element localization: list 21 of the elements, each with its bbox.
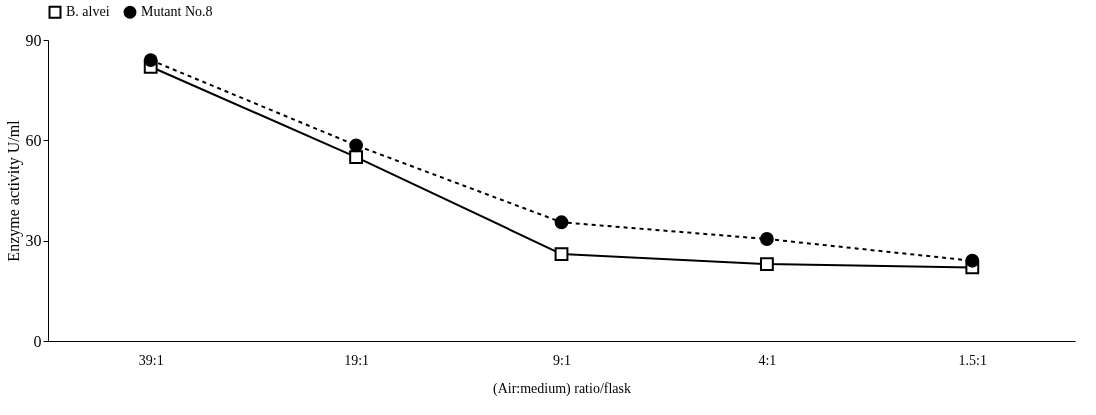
point bbox=[349, 138, 364, 153]
y-tick-label: 60 bbox=[25, 131, 42, 149]
y-axis-title: Enzyme activity U/ml bbox=[4, 119, 23, 262]
legend-label: B. alvei bbox=[66, 4, 110, 20]
point bbox=[759, 232, 774, 246]
y-tick-label: 0 bbox=[33, 332, 42, 350]
point bbox=[554, 215, 569, 230]
x-tick-label: 1.5:1 bbox=[958, 352, 987, 368]
y-tick-label: 30 bbox=[25, 232, 42, 250]
x-tick-label: 39:1 bbox=[138, 352, 164, 368]
x-axis-title: (Air:medium) ratio/flask bbox=[492, 380, 632, 397]
x-tick-label: 19:1 bbox=[344, 352, 370, 368]
point bbox=[554, 247, 569, 261]
point bbox=[349, 150, 364, 164]
y-tick-label: 90 bbox=[25, 31, 42, 49]
point bbox=[143, 53, 158, 67]
point bbox=[965, 253, 980, 268]
x-tick-label: 4:1 bbox=[758, 352, 777, 368]
x-tick-label: 9:1 bbox=[553, 352, 571, 368]
point bbox=[759, 257, 774, 271]
legend-label: Mutant No.8 bbox=[141, 4, 213, 20]
